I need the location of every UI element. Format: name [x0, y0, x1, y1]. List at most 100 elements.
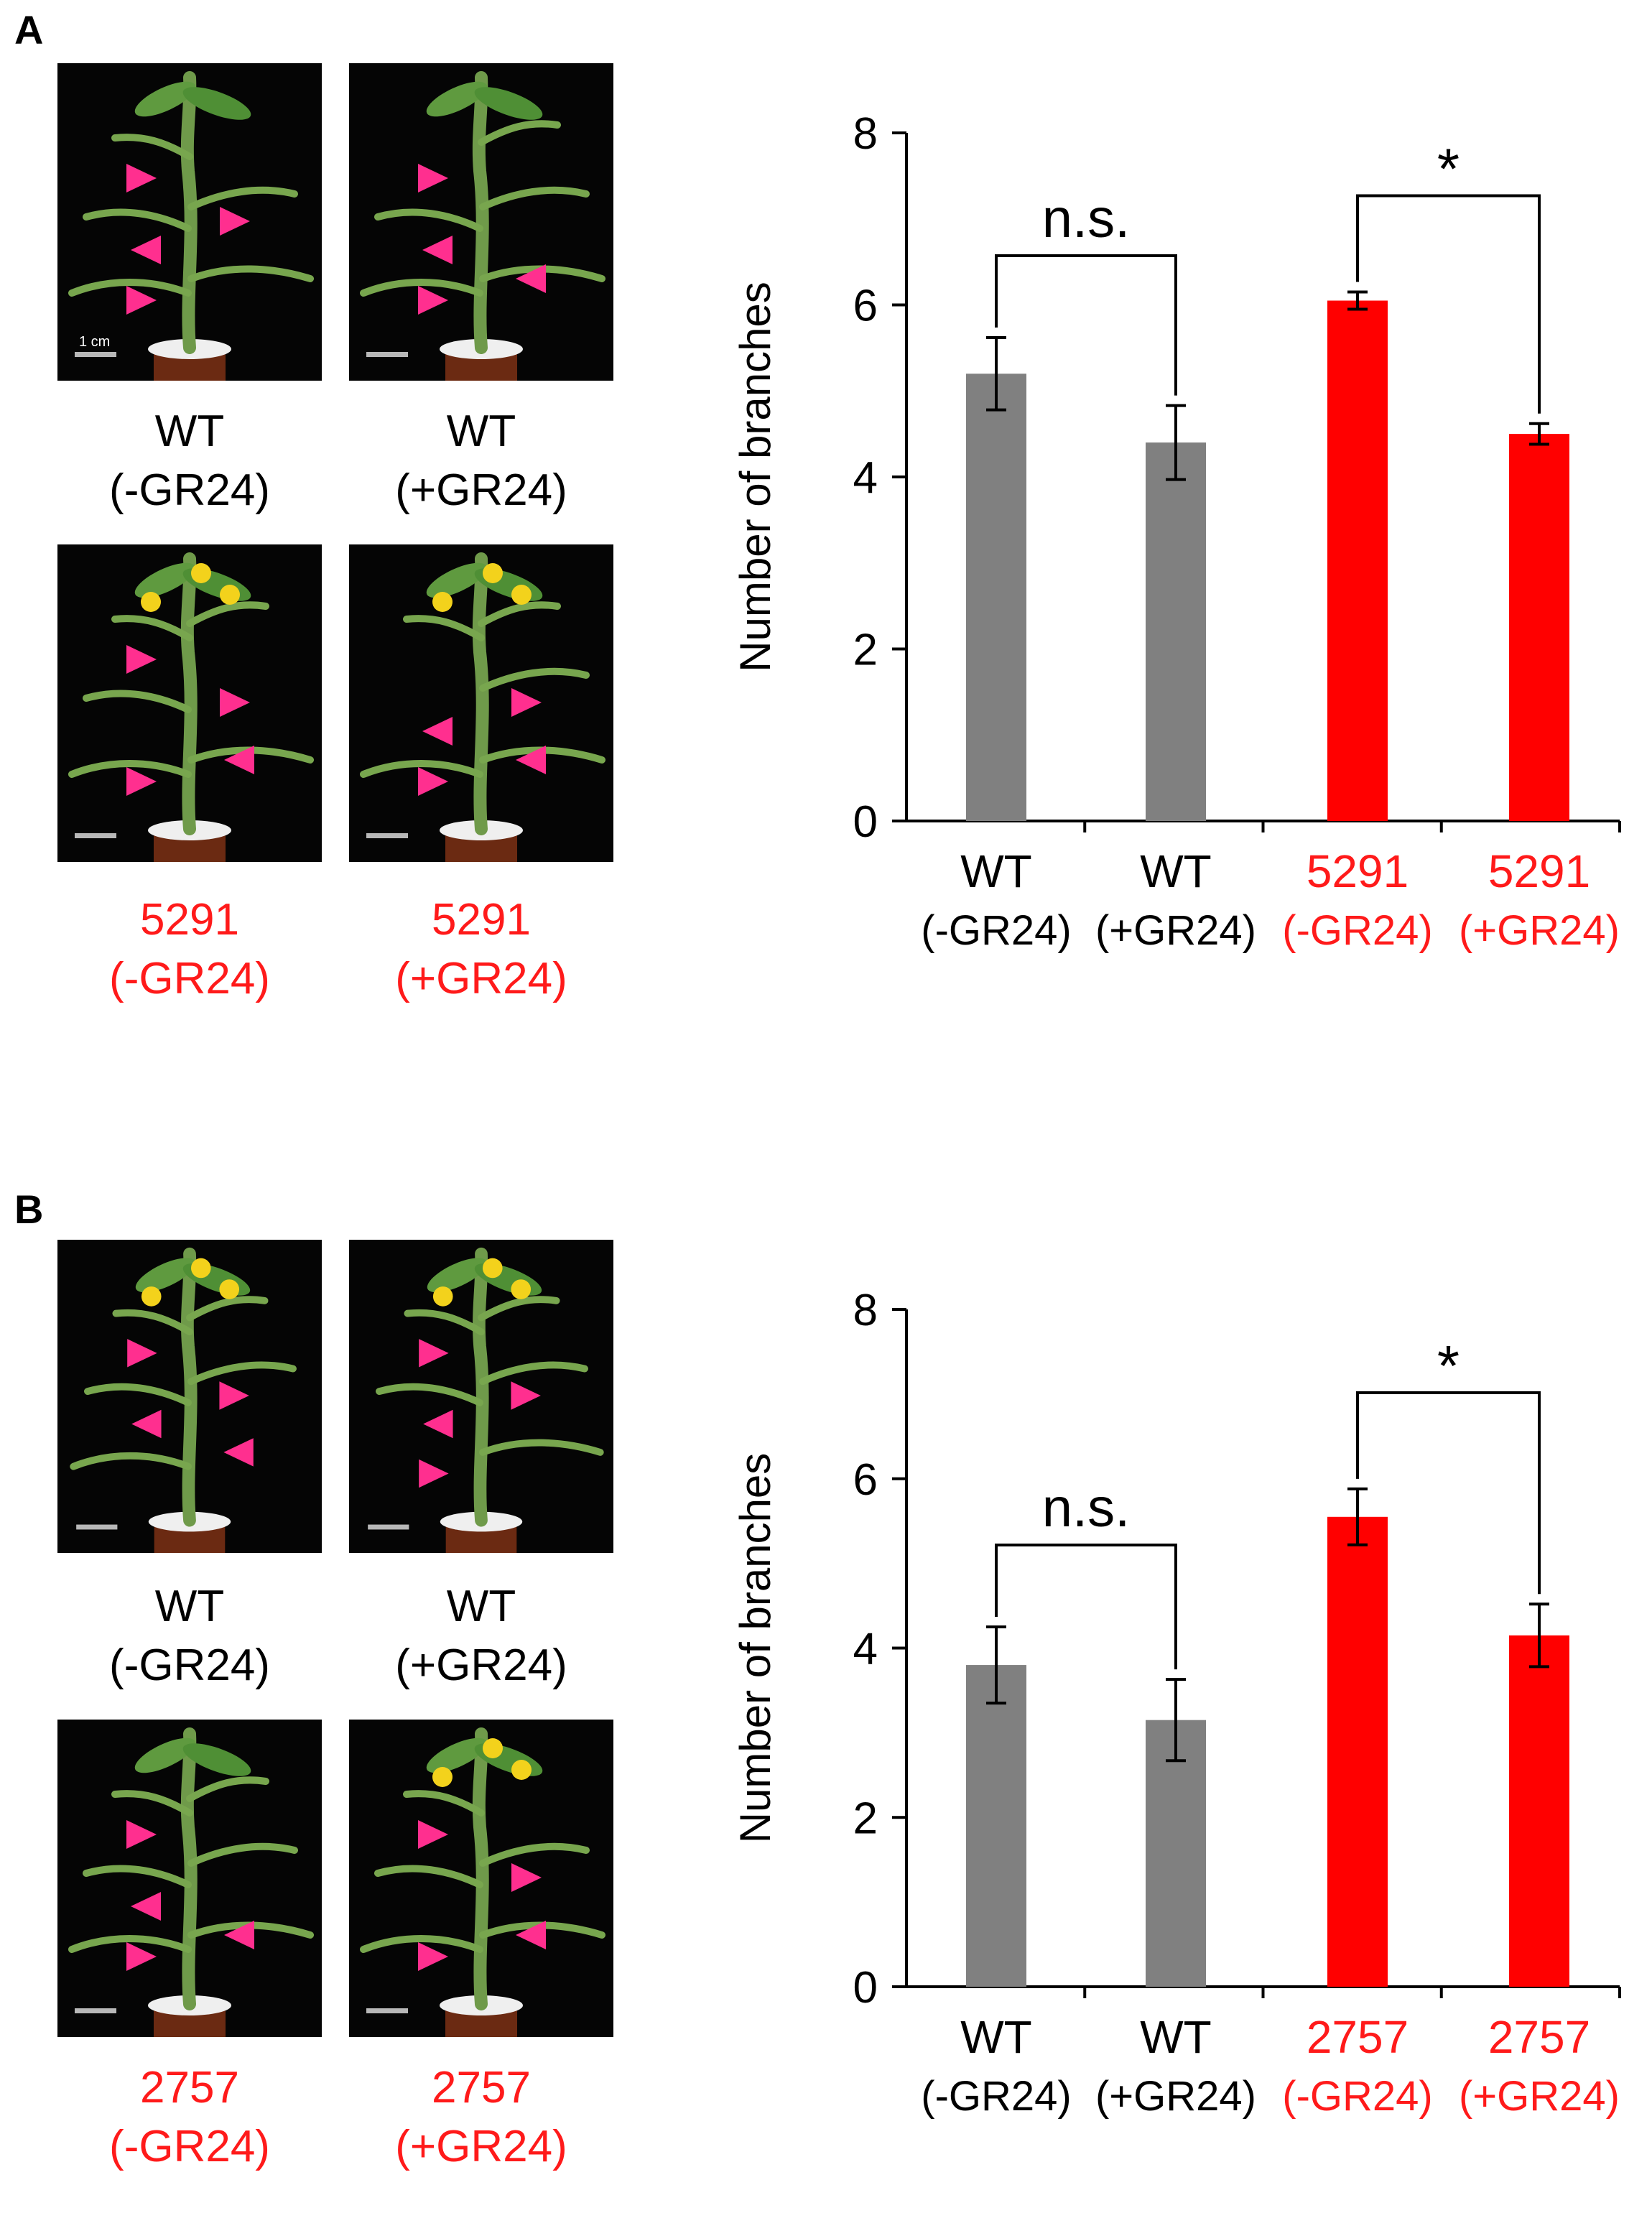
stem-shape [472, 71, 489, 354]
significance-bracket [1356, 194, 1541, 414]
flower-shape [432, 592, 453, 612]
y-axis-label: Number of branches [731, 1453, 779, 1844]
branch-arrow-marker [126, 164, 157, 192]
scale-bar-label: 1 cm [79, 334, 110, 350]
significance-bracket [1356, 1391, 1541, 1595]
plant-illustration [68, 1727, 314, 2037]
branch-arrow-marker [224, 746, 254, 774]
branch-chart-a: 0 2 4 6 8 Number of branches WT (-GR24) WT (+GR24… [731, 109, 1621, 954]
branch-shape [360, 760, 483, 778]
stem-shape [473, 1247, 489, 1527]
flower-shape [483, 1738, 503, 1758]
leaf-shape [426, 562, 488, 598]
flower-shape [483, 563, 503, 583]
branch-shape [479, 186, 590, 210]
branch-arrow-marker [220, 207, 250, 236]
x-tick-label: (-GR24) [921, 907, 1071, 954]
branch-shape [479, 667, 590, 692]
leaf-shape [134, 1738, 196, 1773]
branch-arrow-marker [516, 264, 546, 293]
x-tick-label: WT [960, 2011, 1032, 2063]
plant-photo-b-mut-minus [57, 1720, 322, 2037]
branch-shape [478, 601, 561, 627]
flower-shape [511, 1279, 532, 1299]
x-tick-label: (+GR24) [1095, 907, 1256, 954]
branch-arrow-marker [418, 767, 448, 796]
branch-shape [376, 1383, 483, 1406]
photo-label-line2: (+GR24) [395, 465, 567, 515]
branch-arrow-marker [127, 1339, 157, 1368]
branch-shape [83, 1865, 192, 1888]
branch-arrow-marker [418, 286, 448, 315]
branch-arrow-marker [418, 164, 448, 192]
stem-shape [472, 1727, 489, 2010]
bar [1327, 300, 1388, 821]
scale-bar [75, 833, 116, 838]
branch-arrow-marker [516, 746, 546, 774]
x-tick-label: WT [1140, 845, 1212, 897]
branch-shape [374, 208, 483, 232]
branch-arrow-marker [422, 717, 453, 746]
branch-shape [187, 186, 298, 210]
branch-arrow-marker [419, 1339, 449, 1368]
branch-shape [479, 1842, 590, 1867]
branch-shape [84, 1383, 192, 1406]
leaf-shape [426, 81, 488, 117]
stem-shape [180, 1727, 198, 2010]
significance-label: n.s. [1042, 188, 1131, 249]
branch-arrow-marker [131, 1409, 162, 1439]
bar [1327, 1516, 1388, 1987]
plant-illustration: 1 cm [68, 71, 314, 381]
branch-shape [360, 279, 483, 297]
photo-label-line1: 2757 [432, 2063, 531, 2112]
branch-shape [403, 1790, 485, 1817]
branch-shape [112, 1309, 193, 1336]
branch-shape [111, 615, 193, 641]
branch-shape [403, 615, 485, 641]
branch-shape [70, 1452, 192, 1470]
bar [1146, 442, 1206, 821]
flower-shape [511, 585, 532, 605]
branch-shape [186, 1296, 269, 1322]
bar [1146, 1720, 1206, 1987]
branch-arrow-marker [511, 688, 542, 717]
bar [966, 374, 1026, 821]
photo-label-b-mut-minus: 2757 (-GR24) [24, 2059, 355, 2176]
branch-shape [374, 1865, 483, 1888]
scale-bar [76, 1524, 118, 1530]
branch-shape [111, 1790, 193, 1817]
branch-arrow-marker [223, 1438, 254, 1467]
x-tick-label: 2757 [1488, 2011, 1590, 2063]
plant-illustration [360, 1727, 605, 2037]
leaf-shape [427, 1258, 488, 1293]
plant-photo-a-wt-minus: 1 cm [57, 63, 322, 381]
scale-bar [366, 833, 408, 838]
branch-arrow-marker [224, 1921, 254, 1949]
photo-label-b-mut-plus: 2757 (+GR24) [316, 2059, 646, 2176]
stem-shape [180, 71, 198, 354]
scale-bar [366, 352, 408, 357]
photo-label-a-wt-plus: WT (+GR24) [316, 402, 646, 520]
branch-shape [111, 134, 193, 160]
branch-arrow-marker [126, 767, 157, 796]
photo-label-line2: (+GR24) [395, 954, 567, 1003]
branch-shape [478, 120, 561, 146]
leaf-shape [134, 81, 196, 117]
branch-arrow-marker [131, 1892, 161, 1921]
x-tick-label: (+GR24) [1459, 907, 1620, 954]
leaf-shape [135, 1258, 196, 1293]
plant-photo-a-wt-plus [349, 63, 613, 381]
significance-bracket [995, 1544, 1177, 1670]
photo-label-a-wt-minus: WT (-GR24) [24, 402, 355, 520]
bar [966, 1665, 1026, 1987]
branch-shape [479, 1361, 588, 1386]
plant-photo-b-wt-minus [57, 1240, 322, 1553]
branch-shape [187, 1361, 297, 1386]
leaf-shape [426, 1738, 488, 1773]
plant-photo-b-wt-plus [349, 1240, 613, 1553]
y-tick-label: 4 [853, 1625, 878, 1674]
branch-shape [68, 279, 192, 297]
branch-arrow-marker [126, 645, 157, 674]
flower-shape [432, 1767, 453, 1787]
flower-shape [511, 1760, 532, 1780]
